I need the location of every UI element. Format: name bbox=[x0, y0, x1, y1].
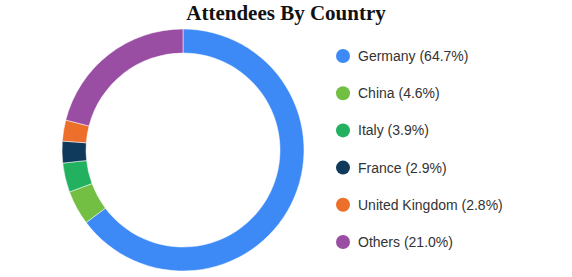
legend-marker bbox=[336, 123, 350, 137]
slice bbox=[66, 29, 183, 126]
legend-marker bbox=[336, 161, 350, 175]
legend-label: Germany (64.7%) bbox=[358, 48, 468, 64]
legend-label: Others (21.0%) bbox=[358, 234, 453, 250]
legend-marker bbox=[336, 49, 350, 63]
legend-label: United Kingdom (2.8%) bbox=[358, 197, 503, 213]
legend: Germany (64.7%) China (4.6%) Italy (3.9%) F… bbox=[336, 48, 503, 250]
legend-label: China (4.6%) bbox=[358, 85, 440, 101]
chart-title: Attendees By Country bbox=[186, 1, 386, 25]
legend-marker bbox=[336, 86, 350, 100]
legend-marker bbox=[336, 198, 350, 212]
legend-marker bbox=[336, 235, 350, 249]
legend-label: France (2.9%) bbox=[358, 160, 447, 176]
slice bbox=[62, 141, 87, 163]
slice bbox=[63, 161, 92, 192]
slices bbox=[62, 29, 304, 271]
legend-label: Italy (3.9%) bbox=[358, 122, 429, 138]
chart: Attendees By Country Germany (64.7%) China… bbox=[0, 0, 572, 277]
